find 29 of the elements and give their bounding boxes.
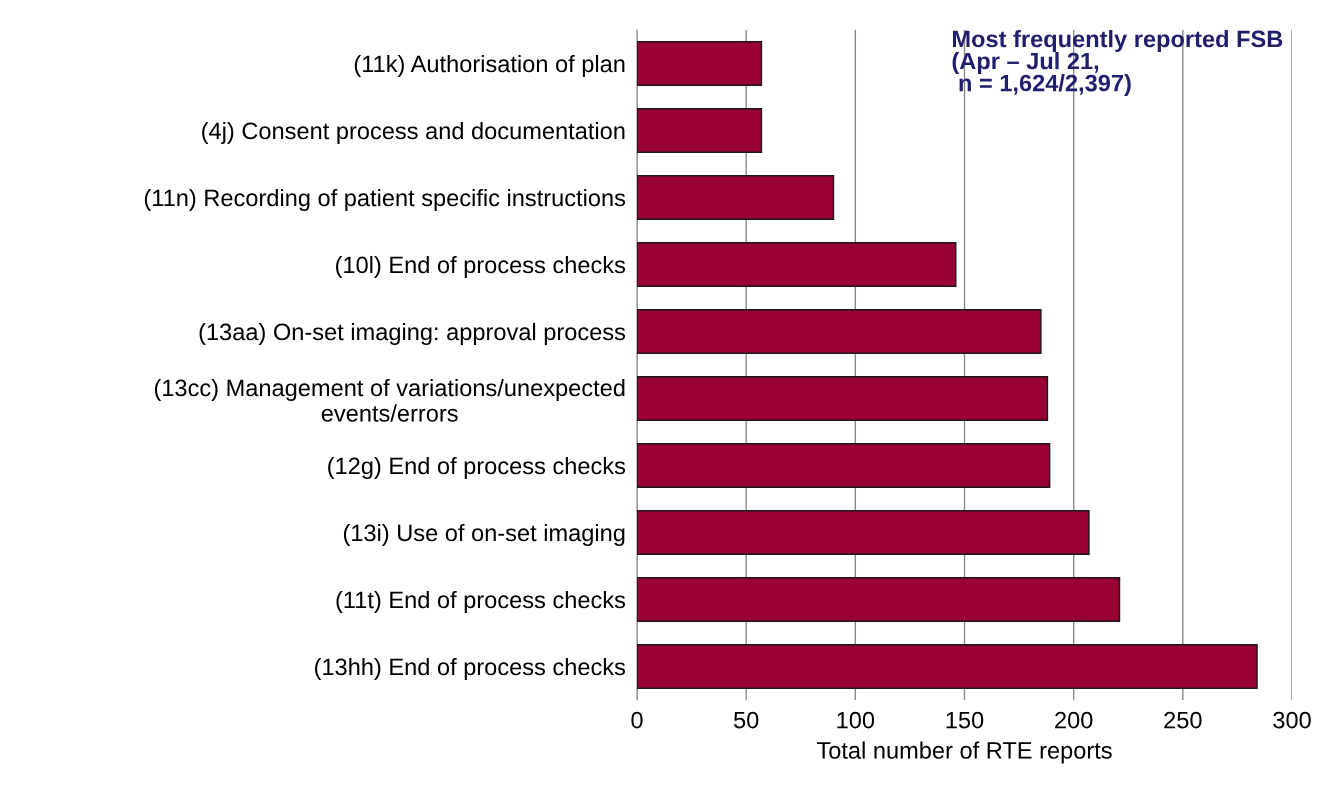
y-tick-label: (13i) Use of on-set imaging bbox=[343, 523, 625, 546]
y-tick-label: (13aa) On-set imaging: approval process bbox=[199, 322, 626, 345]
x-tick-label: 50 bbox=[733, 711, 759, 729]
y-tick-label: (4j) Consent process and documentation bbox=[202, 121, 625, 144]
x-tick-label: 150 bbox=[946, 711, 984, 729]
bar bbox=[637, 443, 1051, 488]
x-tick-label: 250 bbox=[1164, 711, 1202, 729]
bar bbox=[637, 309, 1042, 354]
bar bbox=[637, 108, 763, 153]
bar bbox=[637, 577, 1121, 622]
y-tick-label: (11n) Recording of patient specific instructions bbox=[144, 188, 626, 211]
bar bbox=[637, 175, 835, 220]
y-tick-label: (13cc) Management of variations/unexpected events/errors bbox=[154, 378, 625, 422]
bar bbox=[637, 376, 1049, 421]
y-tick-label: (12g) End of process checks bbox=[328, 456, 626, 479]
bar bbox=[637, 510, 1090, 555]
x-axis-title: Total number of RTE reports bbox=[816, 741, 1112, 764]
x-tick-label: 200 bbox=[1055, 711, 1093, 729]
y-tick-label: (11k) Authorisation of plan bbox=[354, 54, 625, 77]
x-tick-label: 0 bbox=[631, 711, 643, 729]
y-tick-label: (11t) End of process checks bbox=[336, 590, 626, 613]
bar bbox=[637, 644, 1258, 689]
y-tick-label: (10l) End of process checks bbox=[336, 255, 626, 278]
x-tick-label: 300 bbox=[1273, 711, 1311, 729]
x-tick-label: 100 bbox=[837, 711, 875, 729]
bar bbox=[637, 41, 763, 86]
text: Most frequently reported FSB (Apr – Jul 21, n = 1,624/2,397) bbox=[952, 30, 1283, 97]
bar bbox=[637, 242, 957, 287]
y-tick-label: (13hh) End of process checks bbox=[315, 657, 626, 680]
